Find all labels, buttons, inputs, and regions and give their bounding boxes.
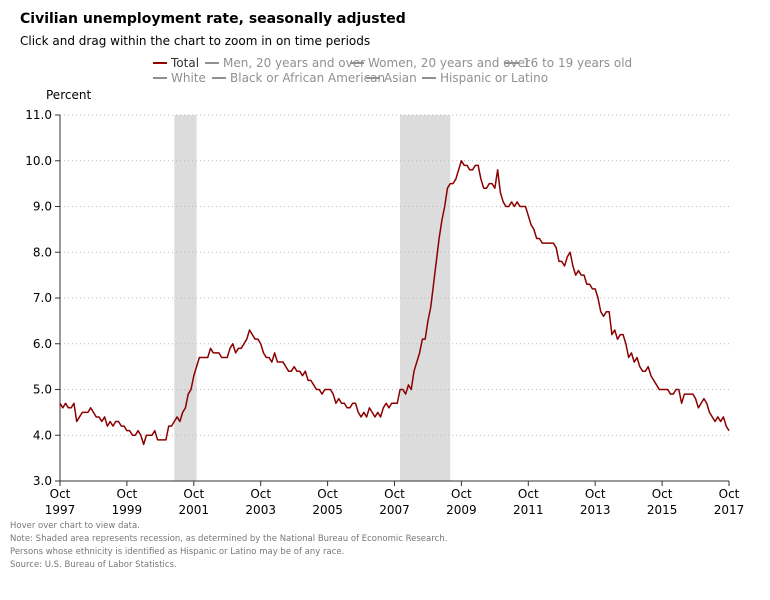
legend-swatch <box>153 77 167 79</box>
y-tick-label: 9.0 <box>33 200 52 214</box>
legend-label: Black or African American <box>230 71 386 85</box>
x-tick-label-year: 2001 <box>179 503 210 517</box>
legend-item-men-20-years-and-over[interactable]: Men, 20 years and over <box>205 56 365 70</box>
legend-swatch <box>366 77 380 79</box>
legend-label: Women, 20 years and over <box>368 56 530 70</box>
legend-item-black-or-african-american[interactable]: Black or African American <box>212 71 385 85</box>
legend-swatch <box>212 77 226 79</box>
y-tick-label: 4.0 <box>33 428 52 442</box>
note-source: Source: U.S. Bureau of Labor Statistics. <box>10 560 177 570</box>
y-tick-label: 3.0 <box>33 474 52 488</box>
x-tick-label-month: Oct <box>250 487 271 501</box>
x-tick-label-year: 2015 <box>647 503 678 517</box>
legend-item-16-to-19-years-old[interactable]: 16 to 19 years old <box>505 56 632 70</box>
y-tick-label: 5.0 <box>33 383 52 397</box>
y-tick-label: 6.0 <box>33 337 52 351</box>
legend-item-hispanic-or-latino[interactable]: Hispanic or Latino <box>422 71 548 85</box>
x-tick-label-year: 2011 <box>513 503 544 517</box>
recession-band <box>174 115 197 481</box>
legend-label: Asian <box>384 71 417 85</box>
legend-swatch <box>153 62 167 64</box>
legend-swatch <box>505 62 519 64</box>
y-tick-label: 11.0 <box>25 108 52 122</box>
x-tick-label-month: Oct <box>183 487 204 501</box>
x-tick-label-month: Oct <box>317 487 338 501</box>
legend-item-total[interactable]: Total <box>153 56 199 70</box>
y-tick-label: 7.0 <box>33 291 52 305</box>
legend-label: White <box>171 71 206 85</box>
x-tick-label-month: Oct <box>117 487 138 501</box>
chart-subtitle: Click and drag within the chart to zoom … <box>20 34 371 48</box>
legend-item-asian[interactable]: Asian <box>366 71 417 85</box>
chart-title: Civilian unemployment rate, seasonally a… <box>20 11 406 27</box>
x-tick-label-month: Oct <box>451 487 472 501</box>
legend-label: Total <box>171 56 200 70</box>
legend-item-women-20-years-and-over[interactable]: Women, 20 years and over <box>350 56 530 70</box>
legend-swatch <box>422 77 436 79</box>
y-axis-label: Percent <box>46 88 92 102</box>
x-tick-label-month: Oct <box>719 487 740 501</box>
x-tick-label-month: Oct <box>518 487 539 501</box>
x-tick-label-month: Oct <box>50 487 71 501</box>
note-recession: Note: Shaded area represents recession, … <box>10 534 448 544</box>
series-line-total[interactable] <box>59 160 730 446</box>
x-tick-label-year: 1997 <box>45 503 76 517</box>
note-hover: Hover over chart to view data. <box>10 521 140 531</box>
legend-swatch <box>205 62 219 64</box>
legend-label: Men, 20 years and over <box>223 56 366 70</box>
chart-notes: Hover over chart to view data. Note: Sha… <box>10 520 447 572</box>
x-tick-label-year: 1999 <box>112 503 143 517</box>
x-tick-label-year: 2007 <box>379 503 410 517</box>
legend-label: 16 to 19 years old <box>523 56 633 70</box>
x-tick-label-year: 2017 <box>714 503 745 517</box>
x-tick-label-month: Oct <box>384 487 405 501</box>
legend-label: Hispanic or Latino <box>440 71 549 85</box>
legend-item-white[interactable]: White <box>153 71 206 85</box>
x-tick-label-year: 2003 <box>245 503 276 517</box>
y-tick-label: 8.0 <box>33 245 52 259</box>
legend-swatch <box>350 62 364 64</box>
x-tick-label-year: 2013 <box>580 503 611 517</box>
recession-band <box>400 115 451 481</box>
y-tick-label: 10.0 <box>25 154 52 168</box>
x-tick-label-month: Oct <box>585 487 606 501</box>
x-tick-label-year: 2005 <box>312 503 343 517</box>
x-tick-label-month: Oct <box>652 487 673 501</box>
note-ethnicity: Persons whose ethnicity is identified as… <box>10 547 345 557</box>
x-tick-label-year: 2009 <box>446 503 477 517</box>
